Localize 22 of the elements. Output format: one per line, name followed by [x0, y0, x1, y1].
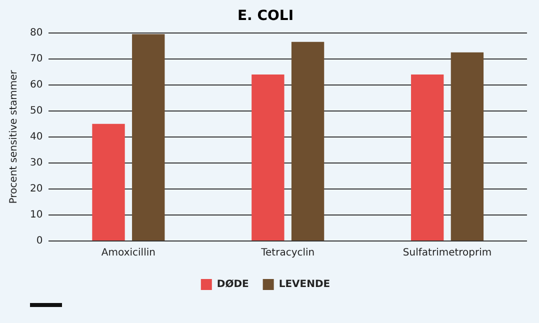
x-tick-label: Tetracyclin — [260, 248, 315, 259]
y-tick-label: 60 — [30, 79, 43, 90]
bar — [291, 42, 324, 240]
y-tick-label: 20 — [30, 184, 43, 195]
bar — [252, 74, 284, 240]
y-tick-label: 80 — [30, 27, 43, 38]
y-tick-label: 50 — [30, 105, 43, 116]
bar — [132, 34, 165, 240]
x-tick-label: Amoxicillin — [101, 248, 156, 259]
y-tick-label: 10 — [30, 210, 43, 221]
legend-label: LEVENDE — [278, 279, 330, 290]
bar — [92, 124, 125, 240]
chart-title: E. COLI — [237, 8, 294, 24]
y-tick-label: 30 — [30, 158, 43, 169]
bar — [411, 74, 444, 240]
x-tick-label: Sulfatrimetroprim — [402, 248, 492, 259]
y-axis-title: Procent sensitive stammer — [8, 69, 20, 204]
y-tick-label: 40 — [30, 131, 43, 142]
bar — [450, 52, 484, 240]
y-tick-label: 70 — [30, 53, 43, 64]
legend-label: DØDE — [216, 279, 249, 290]
y-tick-label: 0 — [36, 236, 43, 247]
